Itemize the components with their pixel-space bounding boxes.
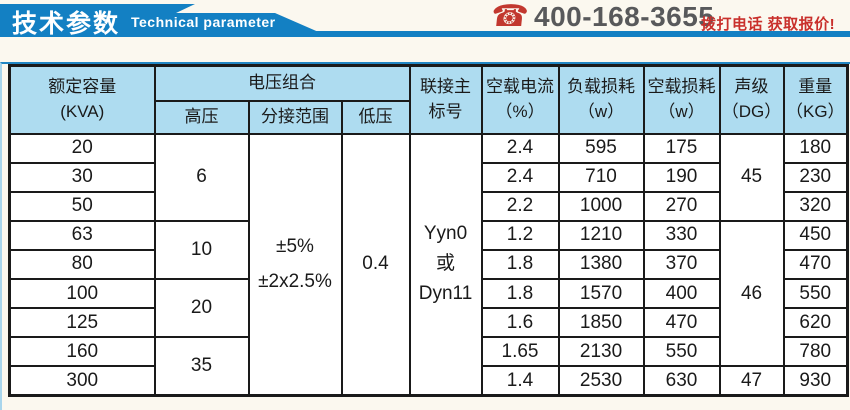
phone-icon: ☎ xyxy=(489,0,531,33)
weight-cell: 780 xyxy=(782,336,849,368)
hv-cell-group3: 20 xyxy=(153,278,250,339)
hv-cell-group1: 6 xyxy=(153,132,250,222)
weight-cell: 450 xyxy=(782,219,849,251)
connection-header-line2: 标号 xyxy=(428,101,463,121)
noload-loss-cell: 550 xyxy=(642,336,721,368)
col-header-hv: 高压 xyxy=(153,99,250,135)
col-header-load-loss: 负载损耗 （w） xyxy=(557,64,645,135)
capacity-cell: 100 xyxy=(8,278,156,310)
capacity-cell: 30 xyxy=(8,161,156,193)
section-title-en: Technical parameter xyxy=(131,14,276,30)
table-row: 300 1.4 2530 630 47 930 xyxy=(8,365,849,397)
col-header-voltage-group: 电压组合 xyxy=(153,64,411,102)
table-row: 100 20 1.8 1570 400 550 xyxy=(8,278,849,339)
col-header-weight: 重量 （KG） xyxy=(782,64,849,135)
capacity-cell: 160 xyxy=(8,336,156,368)
table-row: 125 1.6 1850 470 620 xyxy=(8,307,849,339)
weight-cell: 470 xyxy=(782,248,849,281)
col-header-noload-current: 空载电流 （%） xyxy=(480,64,560,135)
table-row: 20 6 ±5% ±2x2.5% 0.4 Yyn0 或 Dyn11 2.4 59… xyxy=(8,132,849,397)
capacity-cell: 80 xyxy=(8,248,156,281)
spec-table: 额定容量 (KVA) 电压组合 联接主 标号 空载电流 （%） 负载损耗 （w）… xyxy=(8,64,850,397)
col-header-lv: 低压 xyxy=(340,99,411,135)
weight-cell: 550 xyxy=(782,278,849,310)
hv-cell-group2: 10 xyxy=(153,219,250,281)
capacity-header-line1: 额定容量 xyxy=(48,77,117,97)
call-cta-text: 拨打电话 获取报价! xyxy=(701,16,836,33)
load-loss-cell: 595 xyxy=(557,132,645,164)
connection-cell: Yyn0 或 Dyn11 xyxy=(408,132,483,397)
load-loss-cell: 710 xyxy=(557,161,645,193)
capacity-cell: 125 xyxy=(8,307,156,339)
sound-level-cell-group1: 45 xyxy=(718,132,785,222)
noload-current-cell: 1.65 xyxy=(480,336,560,368)
noload-current-cell: 2.4 xyxy=(480,132,560,164)
weight-cell: 320 xyxy=(782,190,849,222)
hotline-number[interactable]: 400-168-3655 xyxy=(534,1,715,32)
table-row: 80 1.8 1380 370 470 xyxy=(8,248,849,281)
load-loss-cell: 1850 xyxy=(557,307,645,339)
col-header-capacity: 额定容量 (KVA) xyxy=(8,64,156,135)
noload-current-cell: 2.4 xyxy=(480,161,560,193)
noload-loss-cell: 630 xyxy=(642,365,721,397)
capacity-cell: 20 xyxy=(8,132,156,164)
connection-header-line1: 联接主 xyxy=(420,77,472,97)
lv-cell: 0.4 xyxy=(340,132,411,397)
noload-loss-cell: 175 xyxy=(642,132,721,164)
section-title-cn: 技术参数 xyxy=(12,10,121,38)
weight-cell: 930 xyxy=(782,365,849,397)
col-header-connection: 联接主 标号 xyxy=(408,64,483,135)
load-loss-cell: 1210 xyxy=(557,219,645,251)
noload-loss-cell: 270 xyxy=(642,190,721,222)
noload-current-cell: 1.8 xyxy=(480,278,560,310)
noload-loss-cell: 330 xyxy=(642,219,721,251)
hv-cell-group4: 35 xyxy=(153,336,250,397)
table-row: 50 2.2 1000 270 320 xyxy=(8,190,849,222)
noload-loss-cell: 190 xyxy=(642,161,721,193)
tap-range-cell: ±5% ±2x2.5% xyxy=(247,132,343,397)
weight-cell: 620 xyxy=(782,307,849,339)
weight-cell: 180 xyxy=(782,132,849,164)
noload-loss-cell: 370 xyxy=(642,248,721,281)
table-row: 63 10 1.2 1210 330 46 450 xyxy=(8,219,849,368)
capacity-cell: 50 xyxy=(8,190,156,222)
capacity-cell: 300 xyxy=(8,365,156,397)
content-divider-box xyxy=(0,62,850,410)
noload-current-cell: 2.2 xyxy=(480,190,560,222)
header-underline xyxy=(290,31,850,37)
noload-current-cell: 1.6 xyxy=(480,307,560,339)
col-header-sound-level: 声级 （DG） xyxy=(718,64,785,135)
load-loss-cell: 2130 xyxy=(557,336,645,368)
load-loss-cell: 1000 xyxy=(557,190,645,222)
table-row: 160 35 1.65 2130 550 780 xyxy=(8,336,849,397)
table-row: 30 2.4 710 190 230 xyxy=(8,161,849,193)
load-loss-cell: 2530 xyxy=(557,365,645,397)
col-header-tap-range: 分接范围 xyxy=(247,99,343,135)
noload-loss-cell: 470 xyxy=(642,307,721,339)
noload-current-cell: 1.8 xyxy=(480,248,560,281)
noload-current-cell: 1.2 xyxy=(480,219,560,251)
weight-cell: 230 xyxy=(782,161,849,193)
sound-level-cell-group2: 46 xyxy=(718,219,785,368)
capacity-cell: 63 xyxy=(8,219,156,251)
load-loss-cell: 1380 xyxy=(557,248,645,281)
noload-loss-cell: 400 xyxy=(642,278,721,310)
load-loss-cell: 1570 xyxy=(557,278,645,310)
sound-level-cell-group3: 47 xyxy=(718,365,785,397)
col-header-noload-loss: 空载损耗 （w） xyxy=(642,64,721,135)
capacity-header-line2: (KVA) xyxy=(60,101,105,121)
noload-current-cell: 1.4 xyxy=(480,365,560,397)
